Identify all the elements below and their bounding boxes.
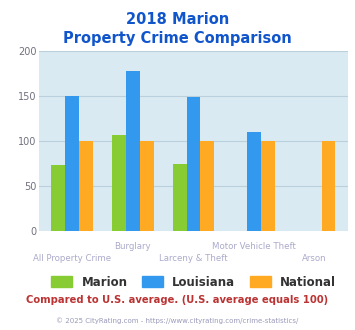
Bar (186, 97, 201, 231)
Bar (322, 141, 335, 231)
Bar (173, 164, 186, 231)
Legend: Marion, Louisiana, National: Marion, Louisiana, National (46, 271, 341, 293)
Bar (247, 132, 261, 231)
Bar (261, 141, 275, 231)
Bar (201, 141, 214, 231)
Text: Motor Vehicle Theft: Motor Vehicle Theft (212, 242, 296, 251)
Text: Property Crime Comparison: Property Crime Comparison (63, 31, 292, 46)
Text: 2018 Marion: 2018 Marion (126, 12, 229, 26)
Text: All Property Crime: All Property Crime (33, 254, 111, 263)
Bar (112, 135, 126, 231)
Bar (140, 141, 154, 231)
Bar (65, 96, 79, 231)
Bar (79, 141, 93, 231)
Text: Burglary: Burglary (115, 242, 151, 251)
Bar (126, 71, 140, 231)
Text: Compared to U.S. average. (U.S. average equals 100): Compared to U.S. average. (U.S. average … (26, 295, 329, 305)
Text: Larceny & Theft: Larceny & Theft (159, 254, 228, 263)
Text: Arson: Arson (302, 254, 327, 263)
Text: © 2025 CityRating.com - https://www.cityrating.com/crime-statistics/: © 2025 CityRating.com - https://www.city… (56, 317, 299, 324)
Bar (51, 165, 65, 231)
